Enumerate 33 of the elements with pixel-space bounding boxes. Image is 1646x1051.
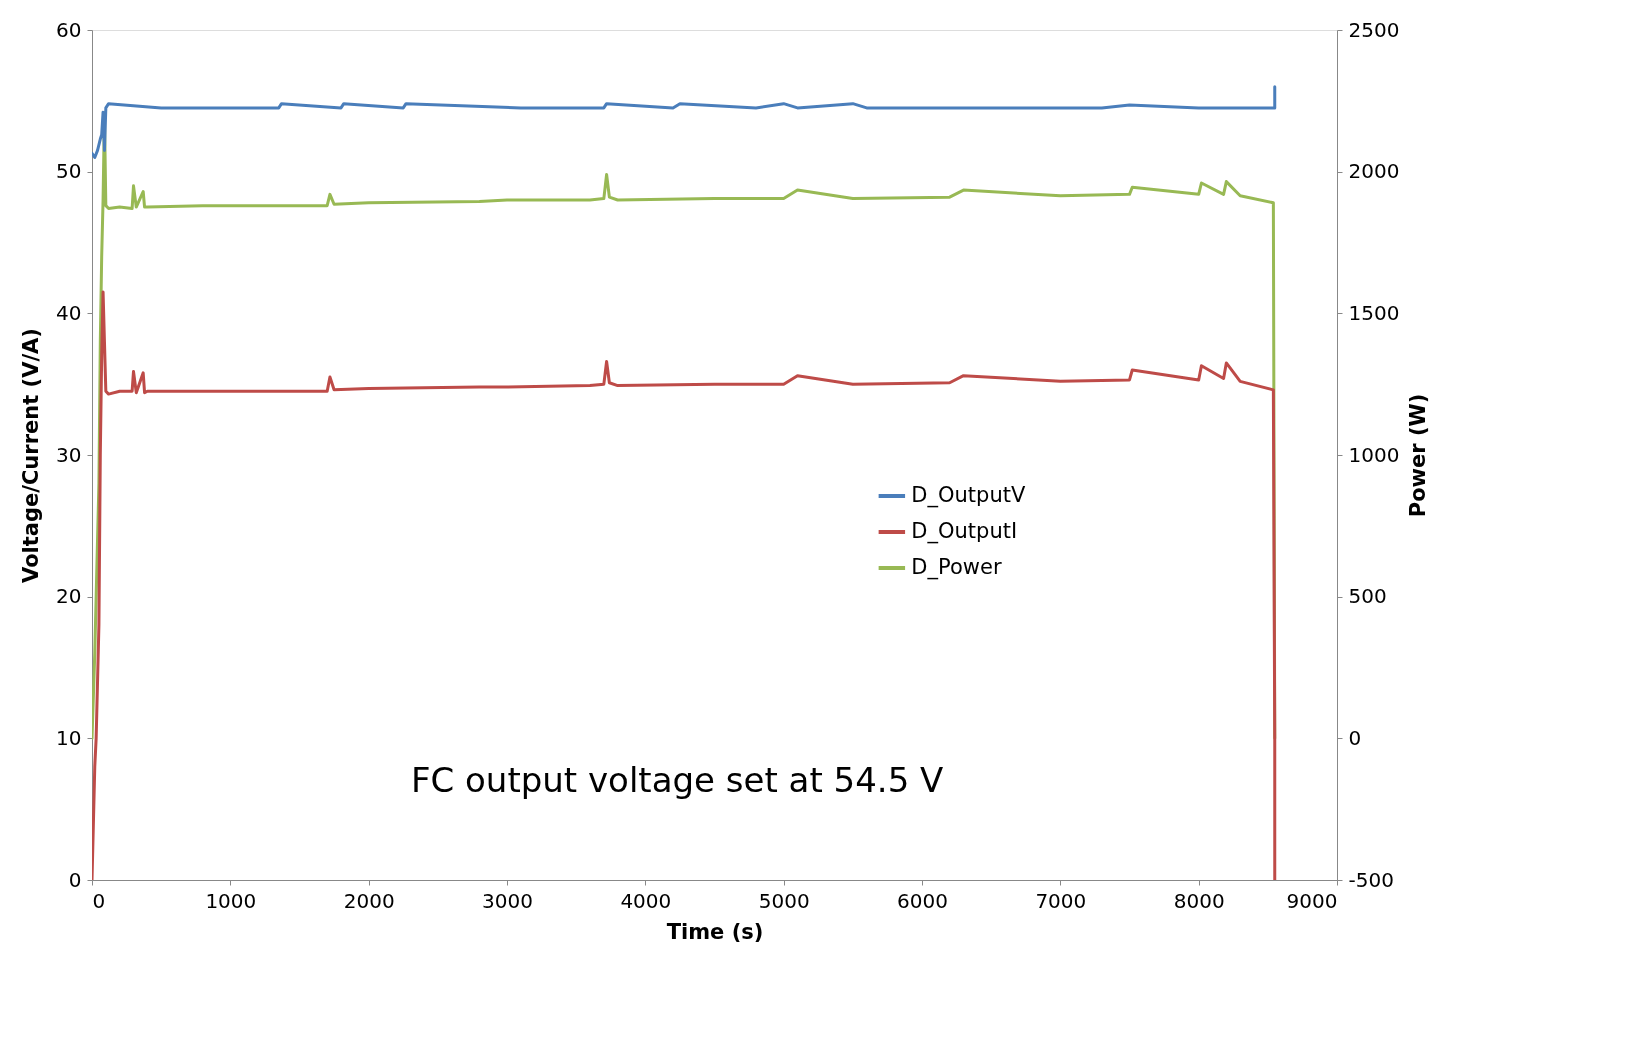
y-axis-title: Voltage/Current (V/A) [19, 328, 44, 583]
x-tick-label: 2000 [343, 888, 395, 913]
y2-tick-label: 0 [1348, 725, 1362, 750]
x-tick-label: 3000 [482, 888, 533, 913]
line-series [92, 85, 1277, 159]
y2-tick-label: -500 [1348, 867, 1394, 892]
x-tick-label: 9000 [1286, 888, 1338, 913]
x-tick-label: 5000 [758, 888, 810, 913]
line-series [92, 290, 1277, 880]
x-tick-label: 4000 [620, 888, 672, 913]
legend-label: D_OutputV [911, 483, 1026, 508]
y2-tick-label: 1000 [1348, 442, 1400, 467]
x-tick-label: 0 [92, 888, 106, 913]
y-tick-label: 20 [56, 584, 82, 609]
x-axis-title: Time (s) [666, 919, 764, 944]
y-tick-label: 60 [56, 17, 82, 42]
y2-tick-label: 2000 [1348, 159, 1400, 184]
legend-label: D_Power [911, 555, 1002, 580]
x-tick-label: 6000 [897, 888, 948, 913]
x-tick-label: 8000 [1173, 888, 1225, 913]
x-tick-label: 1000 [205, 888, 257, 913]
y-tick-label: 10 [56, 725, 82, 750]
y2-tick-label: 2500 [1348, 17, 1400, 42]
y-tick-label: 50 [56, 159, 82, 184]
y-tick-label: 30 [56, 442, 82, 467]
legend-label: D_OutputI [911, 519, 1018, 544]
y2-tick-label: 1500 [1348, 300, 1400, 325]
y2-axis-title: Power (W) [1406, 393, 1431, 518]
y2-tick-label: 500 [1348, 584, 1387, 609]
annotation: FC output voltage set at 54.5 V [410, 760, 944, 801]
y-tick-label: 0 [68, 867, 82, 892]
y-tick-label: 40 [56, 300, 82, 325]
x-tick-label: 7000 [1035, 888, 1087, 913]
